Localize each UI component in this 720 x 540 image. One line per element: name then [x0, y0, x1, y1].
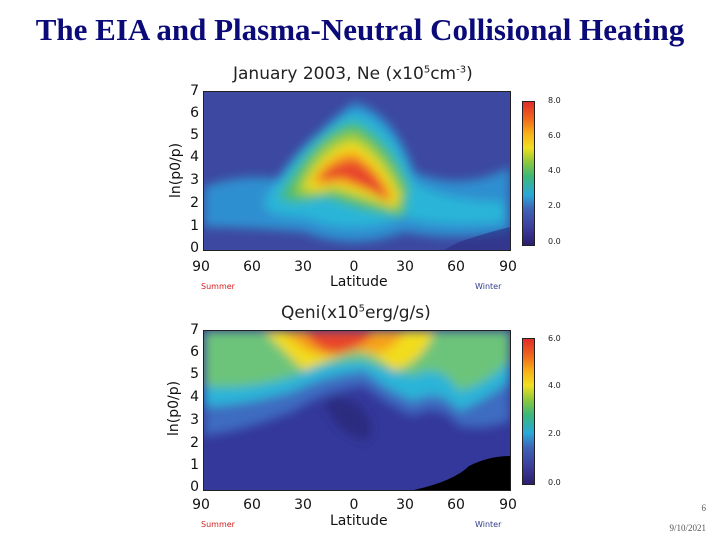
- ne-xtick: 60: [243, 259, 261, 275]
- ne-ytick: 4: [190, 149, 199, 165]
- qeni-cbar-tick: 6.0: [548, 334, 561, 343]
- ne-cbar-tick: 2.0: [548, 201, 561, 210]
- qeni-colorbar: [522, 338, 535, 485]
- qeni-ytick: 7: [190, 322, 199, 338]
- qeni-ytick: 0: [190, 479, 199, 495]
- qeni-xtick: 60: [243, 497, 261, 513]
- qeni-xtick: 90: [499, 497, 517, 513]
- ne-ylabel: ln(p0/p): [168, 142, 184, 198]
- ne-xtick: 30: [294, 259, 312, 275]
- ne-ytick: 3: [190, 172, 199, 188]
- ne-xtick: 0: [349, 259, 359, 275]
- qeni-ytick: 4: [190, 389, 199, 405]
- ne-cbar-tick: 4.0: [548, 166, 561, 175]
- slide-title: The EIA and Plasma-Neutral Collisional H…: [35, 12, 685, 47]
- page-number: 6: [701, 503, 707, 513]
- qeni-chart-title: Qeni(x105erg/g/s): [281, 303, 431, 323]
- ne-xtick: 90: [499, 259, 517, 275]
- qeni-cbar-tick: 2.0: [548, 429, 561, 438]
- qeni-ytick: 3: [190, 412, 199, 428]
- qeni-summer-label: Summer: [201, 520, 235, 529]
- qeni-xtick: 30: [396, 497, 414, 513]
- ne-xlabel: Latitude: [330, 274, 388, 290]
- ne-xtick: 60: [447, 259, 465, 275]
- ne-ytick: 6: [190, 105, 199, 121]
- qeni-xtick: 30: [294, 497, 312, 513]
- ne-ytick: 7: [190, 83, 199, 99]
- ne-heatmap: [203, 91, 511, 251]
- ne-ytick: 1: [190, 218, 199, 234]
- ne-summer-label: Summer: [201, 282, 235, 291]
- ne-cbar-tick: 6.0: [548, 131, 561, 140]
- qeni-cbar-tick: 4.0: [548, 381, 561, 390]
- qeni-xtick: 60: [447, 497, 465, 513]
- ne-ytick: 2: [190, 195, 199, 211]
- qeni-ytick: 1: [190, 457, 199, 473]
- ne-cbar-tick: 0.0: [548, 237, 561, 246]
- ne-xtick: 30: [396, 259, 414, 275]
- qeni-heatmap: [203, 330, 511, 491]
- qeni-xtick: 0: [349, 497, 359, 513]
- qeni-xtick: 90: [192, 497, 210, 513]
- ne-chart-title: January 2003, Ne (x105cm-3): [233, 64, 473, 84]
- ne-ytick: 0: [190, 240, 199, 256]
- ne-ytick: 5: [190, 127, 199, 143]
- ne-colorbar: [522, 101, 535, 246]
- qeni-xlabel: Latitude: [330, 513, 388, 529]
- qeni-ytick: 6: [190, 344, 199, 360]
- ne-winter-label: Winter: [475, 282, 502, 291]
- qeni-cbar-tick: 0.0: [548, 478, 561, 487]
- qeni-ytick: 2: [190, 435, 199, 451]
- slide-date: 9/10/2021: [669, 523, 706, 533]
- ne-cbar-tick: 8.0: [548, 96, 561, 105]
- qeni-winter-label: Winter: [475, 520, 502, 529]
- ne-xtick: 90: [192, 259, 210, 275]
- qeni-ytick: 5: [190, 366, 199, 382]
- qeni-ylabel: ln(p0/p): [166, 380, 182, 436]
